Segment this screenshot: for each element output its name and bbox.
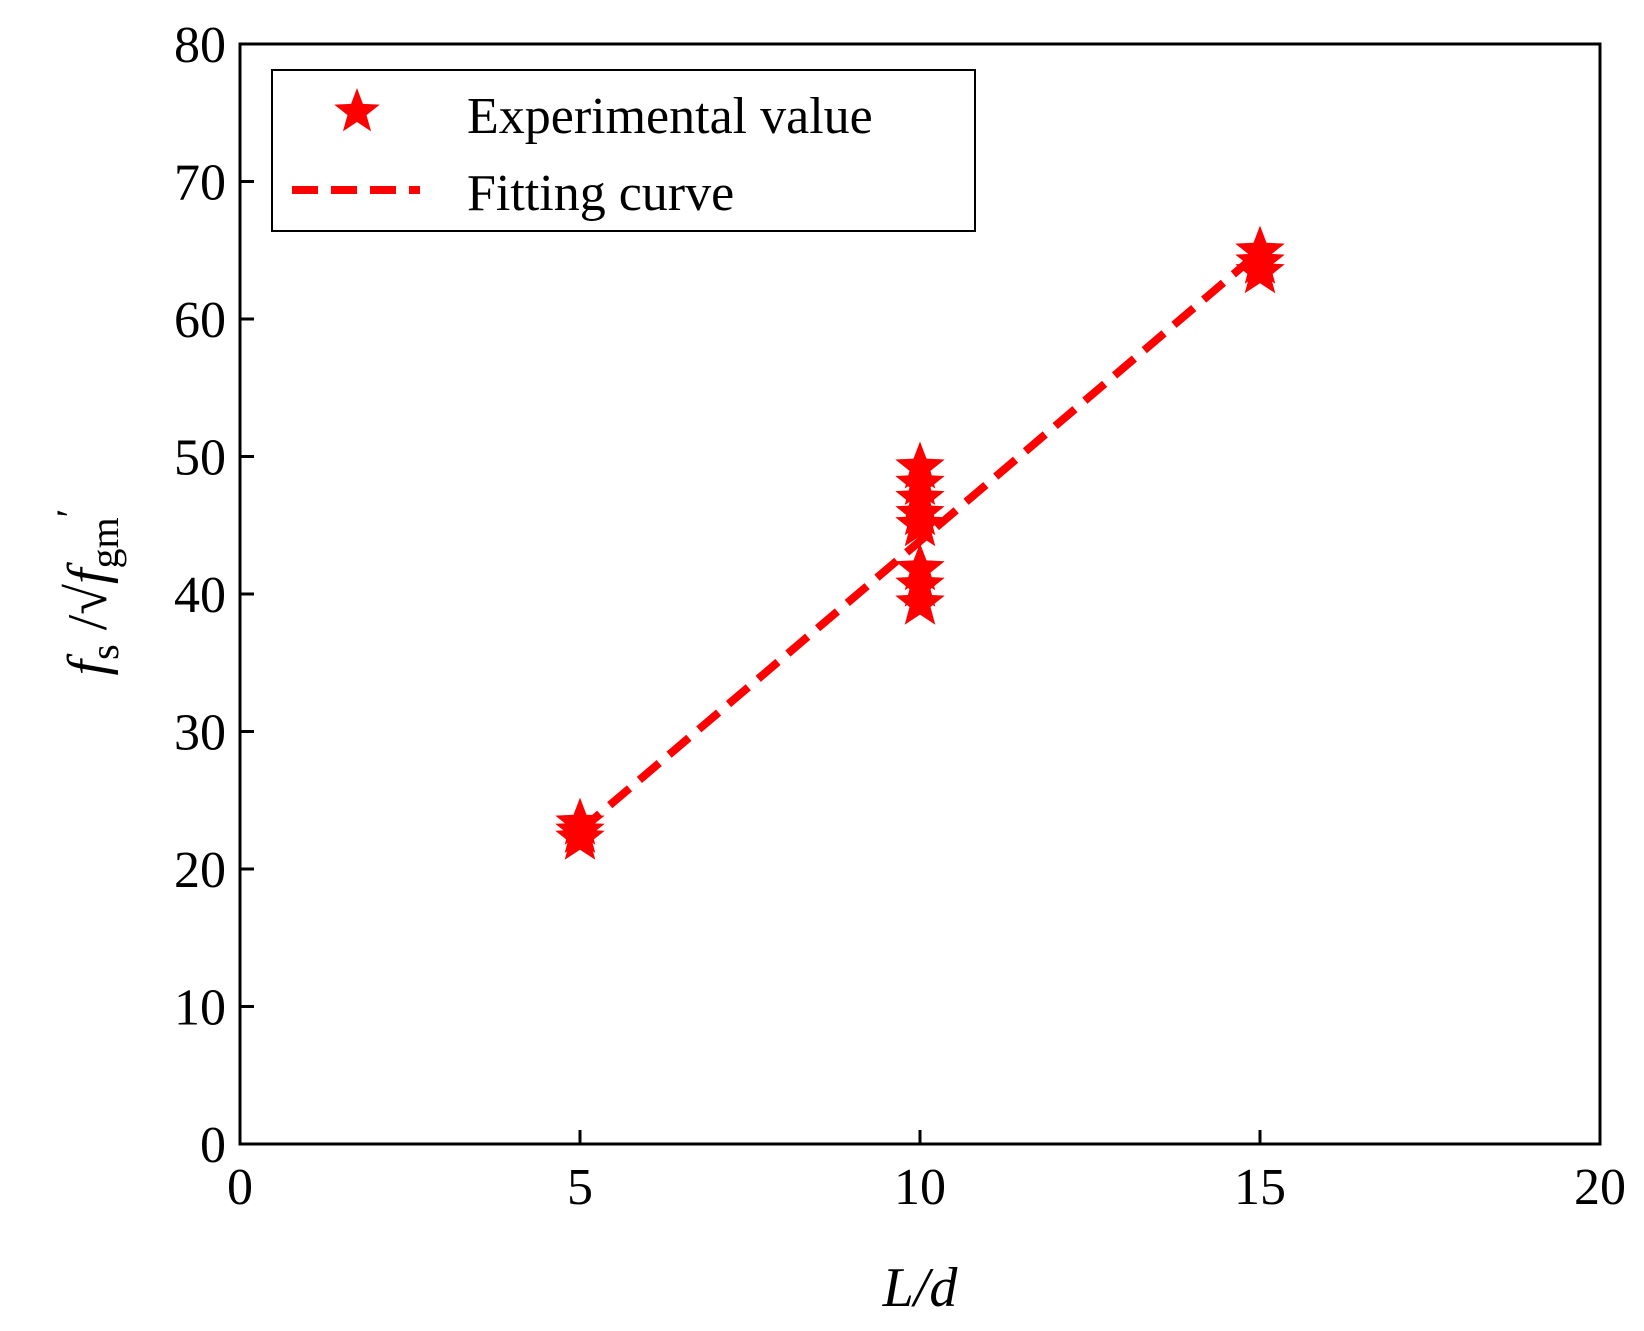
y-title-root-sym: √	[57, 584, 119, 615]
y-title-root-sub: gm	[82, 517, 127, 568]
legend-label-fitting: Fitting curve	[467, 165, 734, 222]
y-tick-label: 70	[174, 155, 226, 212]
experimental-point	[895, 499, 945, 547]
y-tick-label: 20	[174, 842, 226, 899]
legend-star-marker	[334, 88, 380, 132]
experimental-point	[1235, 246, 1285, 294]
legend-label-experimental: Experimental value	[467, 88, 873, 145]
y-tick-label: 30	[174, 705, 226, 762]
y-tick-label: 60	[174, 292, 226, 349]
x-tick-label: 0	[227, 1159, 253, 1216]
fitting-curve-line	[577, 248, 1263, 834]
svg-text:fs /√fgm′: fs /√fgm′	[48, 509, 127, 676]
y-tick-label: 50	[174, 430, 226, 487]
x-tick-label: 20	[1574, 1159, 1626, 1216]
x-axis-ticks: 0 5 10 15 20	[227, 1130, 1626, 1216]
y-title-main-sub: s	[82, 644, 127, 660]
y-title-sep: /	[57, 614, 119, 644]
y-tick-label: 0	[200, 1117, 226, 1174]
x-axis-title: L/d	[882, 1257, 959, 1319]
y-axis-title: fs /√fgm′	[48, 509, 127, 676]
y-tick-label: 40	[174, 567, 226, 624]
legend: Experimental value Fitting curve	[271, 69, 976, 232]
y-tick-label: 10	[174, 980, 226, 1037]
y-axis-ticks: 0 10 20 30 40 50 60 70 80	[174, 17, 254, 1174]
experimental-point	[895, 577, 945, 625]
x-tick-label: 5	[567, 1159, 593, 1216]
y-title-prime: ′	[48, 509, 93, 518]
experimental-point	[555, 812, 605, 860]
legend-box	[271, 69, 976, 232]
x-tick-label: 10	[894, 1159, 946, 1216]
series-layer	[555, 225, 1285, 860]
x-tick-label: 15	[1234, 1159, 1286, 1216]
y-tick-label: 80	[174, 17, 226, 74]
